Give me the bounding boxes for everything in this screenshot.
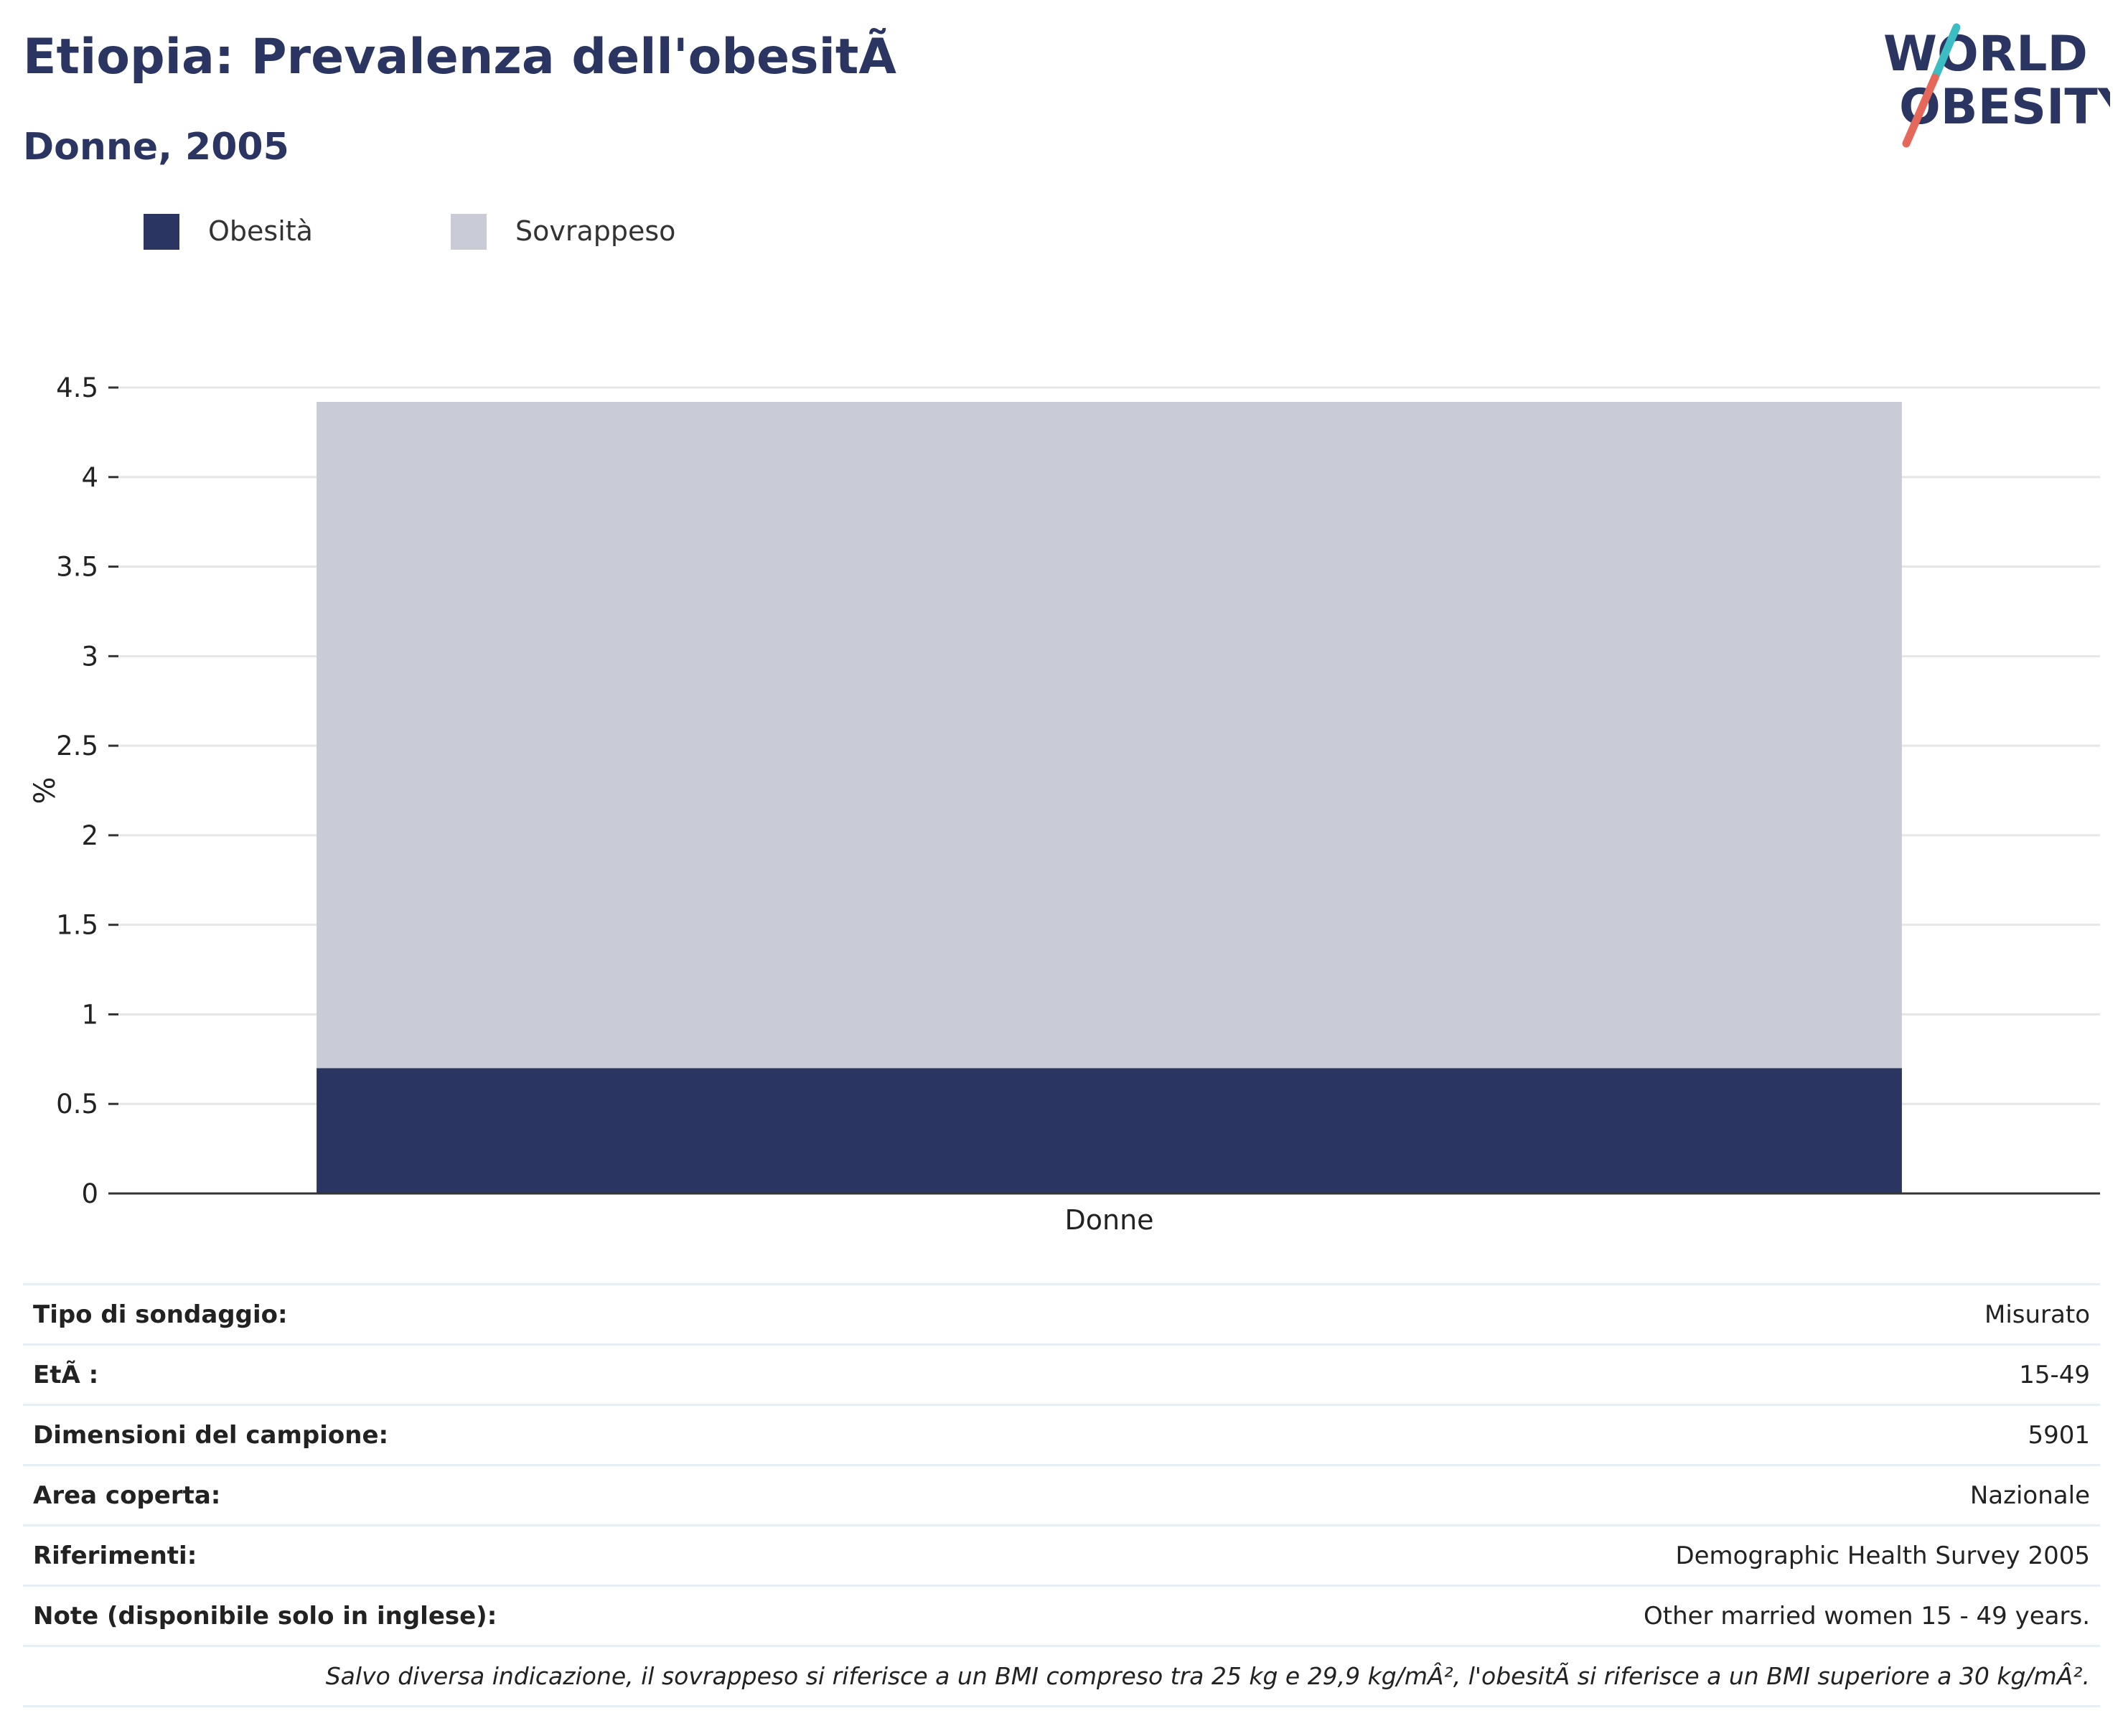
- y-tick-label: 2.5: [56, 731, 98, 761]
- row-value-survey-type: Misurato: [1080, 1283, 2100, 1345]
- chart-title: Etiopia: Prevalenza dell'obesitÃ: [23, 29, 897, 85]
- legend-swatch-sovrappeso: [451, 214, 487, 250]
- legend-swatch-obesita: [144, 214, 179, 250]
- logo-slash-bottom: [1902, 73, 1939, 148]
- row-label-sample-size: Dimensioni del campione:: [23, 1404, 1081, 1465]
- y-tick-label: 1.5: [56, 910, 98, 941]
- row-label-age: EtÃ :: [23, 1343, 1081, 1405]
- y-tick-label: 2: [81, 820, 98, 851]
- x-tick-label: Donne: [1064, 1204, 1153, 1236]
- row-label-references: Riferimenti:: [23, 1524, 1081, 1586]
- row-label-notes: Note (disponibile solo in inglese):: [23, 1585, 1081, 1646]
- table-row: Area coperta: Nazionale: [23, 1464, 2100, 1526]
- row-value-references: Demographic Health Survey 2005: [1080, 1524, 2100, 1586]
- bar-sovrappeso: [317, 401, 1902, 1069]
- row-label-area: Area coperta:: [23, 1464, 1081, 1526]
- y-tick-label: 4.5: [56, 372, 98, 403]
- table-row: Dimensioni del campione: 5901: [23, 1404, 2100, 1465]
- row-label-survey-type: Tipo di sondaggio:: [23, 1283, 1081, 1345]
- world-obesity-logo: WORLD OBESITY: [1883, 23, 2110, 148]
- logo-text-world: WORLD: [1883, 26, 2088, 83]
- bar-obesita: [317, 1068, 1902, 1193]
- y-tick-label: 3: [81, 641, 98, 672]
- y-tick-label: 1: [81, 999, 98, 1030]
- y-tick-label: 0: [81, 1178, 98, 1209]
- footnote: Salvo diversa indicazione, il sovrappeso…: [23, 1645, 2100, 1707]
- table-row: Riferimenti: Demographic Health Survey 2…: [23, 1524, 2100, 1586]
- row-value-age: 15-49: [1080, 1343, 2100, 1405]
- y-axis-label: %: [29, 776, 62, 804]
- logo-slash-top: [1931, 23, 1961, 82]
- row-value-sample-size: 5901: [1080, 1404, 2100, 1465]
- row-value-area: Nazionale: [1080, 1464, 2100, 1526]
- y-tick-label: 3.5: [56, 552, 98, 583]
- table-row-footnote: Salvo diversa indicazione, il sovrappeso…: [23, 1645, 2100, 1707]
- table-row: EtÃ : 15-49: [23, 1343, 2100, 1405]
- bar-chart: 0 0.5 1 1.5 2 2.5 3 3.5 4 4.5 Donne%: [29, 372, 2100, 1236]
- row-value-notes: Other married women 15 - 49 years.: [1080, 1585, 2100, 1646]
- legend-label-obesita: Obesità: [208, 215, 313, 247]
- chart-subtitle: Donne, 2005: [23, 126, 289, 169]
- table-row: Note (disponibile solo in inglese): Othe…: [23, 1585, 2100, 1646]
- survey-info-table: Tipo di sondaggio: Misurato EtÃ : 15-49 …: [23, 1283, 2100, 1707]
- legend-label-sovrappeso: Sovrappeso: [515, 215, 676, 247]
- table-row: Tipo di sondaggio: Misurato: [23, 1283, 2100, 1345]
- y-tick-label: 0.5: [56, 1089, 98, 1120]
- y-tick-label: 4: [81, 462, 98, 493]
